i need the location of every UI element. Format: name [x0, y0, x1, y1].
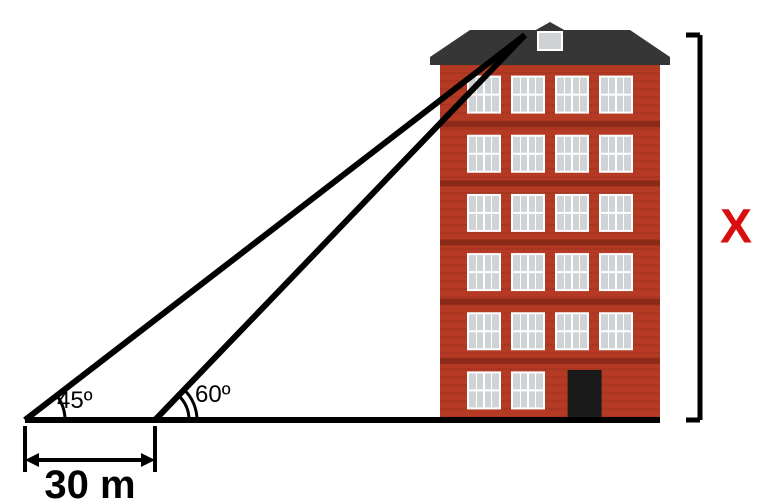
angle-arc-b1 [179, 395, 189, 420]
height-label-x: X [720, 201, 752, 254]
angle-label-b: 60º [195, 381, 231, 408]
angle-label-a: 45º [57, 387, 93, 414]
distance-arrow-right [141, 453, 155, 467]
building-door [568, 370, 602, 420]
distance-label: 30 m [44, 463, 135, 500]
distance-arrow-left [25, 453, 39, 467]
